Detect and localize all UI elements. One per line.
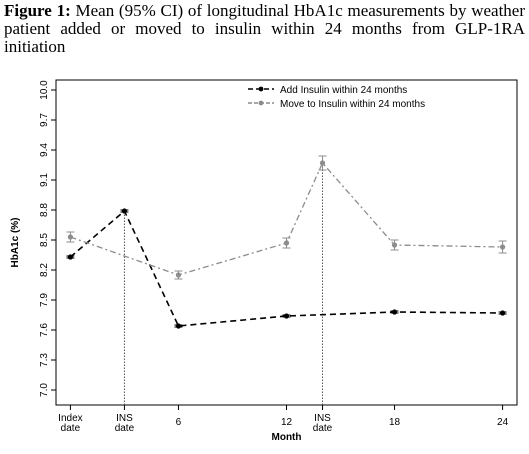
y-tick-label: 7.0 — [39, 383, 50, 397]
y-tick-label: 7.9 — [39, 293, 50, 307]
series-line — [69, 209, 503, 327]
data-point — [283, 240, 290, 246]
legend-marker — [258, 100, 264, 106]
x-tick-label: 12 — [281, 417, 293, 428]
x-tick-label-line: INS — [116, 413, 133, 424]
x-tick-label: 24 — [497, 417, 509, 428]
data-point — [175, 323, 182, 329]
x-tick-label-line: Index — [58, 413, 82, 424]
x-axis-label: Month — [272, 432, 302, 443]
y-tick-label: 8.5 — [39, 233, 50, 247]
x-tick-label: INS date — [313, 413, 333, 434]
caption-label: Figure 1: — [4, 1, 71, 20]
y-tick-label: 7.6 — [39, 323, 50, 337]
y-tick-label: 8.2 — [39, 263, 50, 277]
y-tick-label: 7.3 — [39, 353, 50, 367]
data-point — [121, 208, 128, 214]
legend-label: Move to Insulin within 24 months — [280, 99, 425, 110]
data-point — [391, 309, 398, 315]
series-line — [70, 161, 503, 276]
x-tick-label-line: date — [61, 423, 81, 434]
legend-marker — [258, 86, 264, 92]
y-tick-label: 10.0 — [39, 80, 50, 100]
data-point — [67, 234, 74, 240]
y-tick-label: 9.7 — [39, 113, 50, 127]
data-point — [391, 242, 398, 248]
y-tick-label: 8.8 — [39, 203, 50, 217]
caption: Figure 1: Mean (95% CI) of longitudinal … — [4, 2, 525, 56]
x-tick-label-line: INS — [314, 413, 331, 424]
chart-title: Mean (95% CI) of longitudinal HbA1c meas… — [4, 1, 525, 56]
y-tick-label: 9.4 — [39, 143, 50, 157]
data-point — [499, 244, 506, 250]
data-point — [283, 313, 290, 319]
x-tick-label: 18 — [389, 417, 401, 428]
data-point — [67, 254, 74, 260]
x-tick-label: Index date — [58, 413, 82, 434]
x-tick-label: INS date — [115, 413, 135, 434]
x-tick-label: 6 — [176, 417, 182, 428]
data-point — [319, 160, 326, 166]
data-point — [499, 310, 506, 316]
x-tick-label-line: date — [115, 423, 135, 434]
y-axis-label: HbA1c (%) — [10, 217, 21, 267]
legend-label: Add Insulin within 24 months — [280, 85, 407, 96]
x-tick-label-line: date — [313, 423, 333, 434]
data-point — [175, 272, 182, 278]
y-tick-label: 9.1 — [39, 173, 50, 187]
